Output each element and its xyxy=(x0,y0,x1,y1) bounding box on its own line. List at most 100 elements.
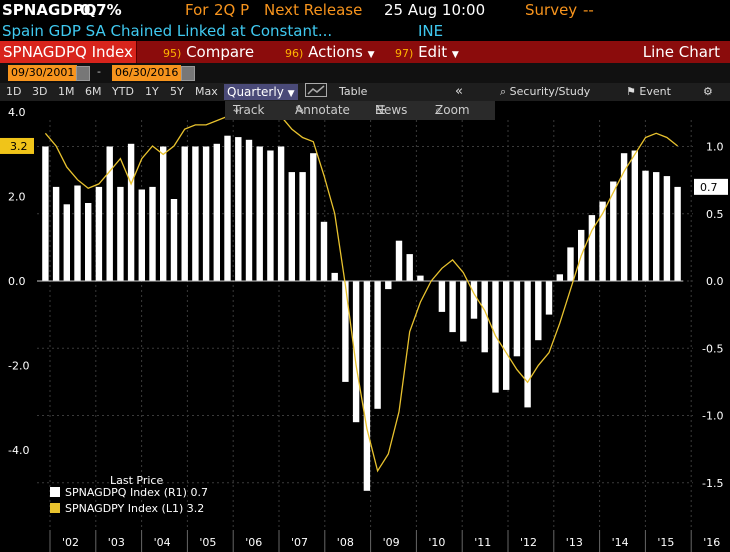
bar xyxy=(267,150,274,281)
left-tick-label: -2.0 xyxy=(8,359,29,372)
start-date-field[interactable]: 09/30/2001 xyxy=(8,65,78,81)
survey-label: Survey xyxy=(525,1,578,19)
chart[interactable]: 4.0 2.0 0.0 -2.0 -4.0 3.2 1.0 0.5 0.0 -0.5 -1.0 -1.… xyxy=(0,101,730,552)
legend-item: SPNAGDPY Index (L1) 3.2 xyxy=(65,502,204,515)
range-row: 1D 3D 1M 6M YTD 1Y 5Y Max Quarterly ▼ Ta… xyxy=(0,83,730,101)
dropdown-arrow-icon: ▼ xyxy=(367,50,375,60)
period: 2Q P xyxy=(214,1,250,19)
bar xyxy=(631,150,638,281)
magnifier-icon: ⌕ xyxy=(435,103,442,117)
edit-label: Edit xyxy=(418,43,448,61)
bar xyxy=(235,137,242,281)
x-tick-label: '06 xyxy=(245,536,262,549)
bar xyxy=(620,153,628,281)
chart-type-icon[interactable] xyxy=(305,83,327,101)
bar xyxy=(556,274,563,281)
function-toolbar: SPNAGDPQ Index 95) Compare 96) Actions ▼… xyxy=(0,41,730,63)
security-study-button[interactable]: ⌕ Security/Study xyxy=(500,83,590,101)
bar xyxy=(277,146,285,281)
search-icon: ⌕ xyxy=(500,85,507,98)
bar xyxy=(599,201,606,281)
range-5y[interactable]: 5Y xyxy=(170,85,184,98)
compare-num: 95) xyxy=(163,47,182,60)
security-study-label: Security/Study xyxy=(509,85,591,98)
bar xyxy=(663,176,671,281)
calendar-icon[interactable] xyxy=(76,66,90,81)
bar xyxy=(160,146,167,281)
bar xyxy=(127,143,135,281)
x-tick-label: '02 xyxy=(62,536,79,549)
bar xyxy=(674,186,681,281)
event-label: Event xyxy=(639,85,671,98)
security-field[interactable]: SPNAGDPQ Index xyxy=(0,41,137,63)
right-last-tag xyxy=(694,178,728,195)
bar xyxy=(310,153,317,281)
x-tick-label: '16 xyxy=(703,536,720,549)
view-label[interactable]: Line Chart xyxy=(642,43,720,61)
event-button[interactable]: ⚑ Event xyxy=(626,83,671,101)
bar xyxy=(535,281,542,341)
right-tick-label: -1.0 xyxy=(702,410,723,423)
bar xyxy=(52,186,60,281)
bar xyxy=(224,135,231,281)
x-tick-label: '08 xyxy=(337,536,354,549)
list-icon: ☰ xyxy=(375,103,386,117)
actions-label: Actions xyxy=(308,43,363,61)
left-tick-label: -4.0 xyxy=(8,444,29,457)
bar xyxy=(192,146,199,281)
actions-num: 96) xyxy=(285,47,304,60)
bar xyxy=(406,254,413,281)
bar xyxy=(653,172,660,281)
bar xyxy=(438,281,446,312)
pencil-icon: ✎ xyxy=(295,103,306,117)
left-tick-label: 0.0 xyxy=(8,275,26,288)
compare-button[interactable]: 95) Compare xyxy=(163,41,254,63)
x-tick-label: '05 xyxy=(199,536,216,549)
actions-button[interactable]: 96) Actions ▼ xyxy=(285,41,375,63)
next-release-label: Next Release xyxy=(264,1,363,19)
ticker: SPNAGDPQ xyxy=(2,1,97,19)
x-tick-label: '03 xyxy=(108,536,125,549)
crosshair-icon: ⌖ xyxy=(233,103,240,117)
bar xyxy=(374,281,381,409)
bar xyxy=(213,143,220,281)
legend-swatch xyxy=(50,503,60,513)
bar xyxy=(74,185,81,281)
description-bar: Spain GDP SA Chained Linked at Constant.… xyxy=(0,21,730,41)
settings-gear-icon[interactable]: ⚙ xyxy=(703,85,713,98)
range-1y[interactable]: 1Y xyxy=(145,85,159,98)
bar xyxy=(85,203,92,281)
range-6m[interactable]: 6M xyxy=(85,85,102,98)
bar xyxy=(320,221,328,281)
collapse-icon[interactable]: « xyxy=(455,84,463,99)
bar xyxy=(545,281,553,315)
x-tick-label: '09 xyxy=(383,536,400,549)
bar xyxy=(63,204,70,281)
x-tick-label: '04 xyxy=(154,536,171,549)
bar xyxy=(95,186,103,281)
edit-button[interactable]: 97) Edit ▼ xyxy=(395,41,459,63)
bar xyxy=(363,281,371,491)
last-value: 0.7% xyxy=(80,1,122,19)
range-3d[interactable]: 3D xyxy=(32,85,48,98)
right-last-tag-text: 0.7 xyxy=(700,181,718,194)
calendar-icon[interactable] xyxy=(181,66,195,81)
dropdown-arrow-icon: ▼ xyxy=(451,50,459,60)
left-tick-label: 4.0 xyxy=(8,106,26,119)
frequency-select[interactable]: Quarterly ▼ xyxy=(224,84,298,100)
chart-tools: ⌖ Track ✎ Annotate ☰ News ⌕ Zoom xyxy=(225,101,495,120)
range-1d[interactable]: 1D xyxy=(6,85,22,98)
range-1m[interactable]: 1M xyxy=(58,85,75,98)
annotate-label: Annotate xyxy=(295,103,350,117)
next-release-date: 25 Aug 10:00 xyxy=(384,1,486,19)
range-max[interactable]: Max xyxy=(195,85,218,98)
bar xyxy=(642,170,649,281)
end-date-field[interactable]: 06/30/2016 xyxy=(112,65,182,81)
x-tick-label: '12 xyxy=(520,536,537,549)
x-tick-label: '07 xyxy=(291,536,308,549)
bar xyxy=(524,281,531,408)
bar xyxy=(470,281,478,319)
table-button[interactable]: Table xyxy=(339,85,368,98)
range-ytd[interactable]: YTD xyxy=(112,85,134,98)
bar xyxy=(170,199,178,281)
